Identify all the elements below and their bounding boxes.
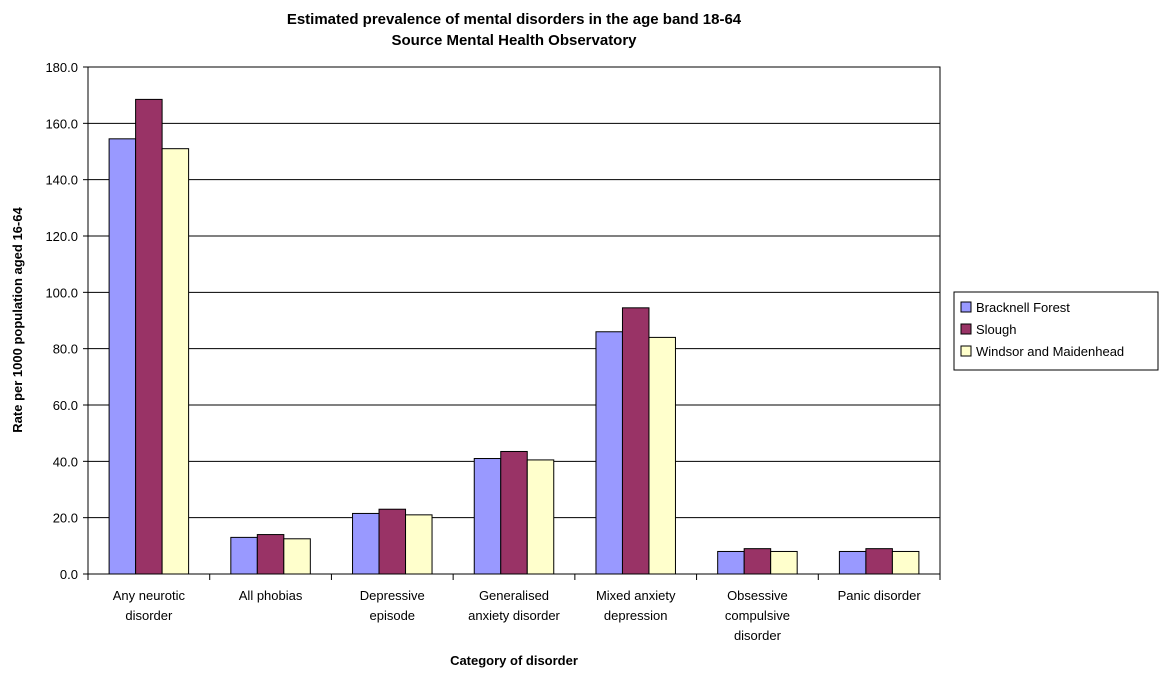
bar-windsor-and-maidenhead <box>770 550 798 575</box>
bar-slough <box>378 508 407 575</box>
bar-bracknell-forest <box>473 458 502 575</box>
legend-swatch <box>960 301 972 313</box>
bar-bracknell-forest <box>595 331 623 575</box>
bar-windsor-and-maidenhead <box>648 336 676 575</box>
y-tick-label: 140.0 <box>45 173 78 188</box>
y-tick-label: 160.0 <box>45 116 78 131</box>
chart-title: Estimated prevalence of mental disorders… <box>287 11 742 28</box>
bar-bracknell-forest <box>230 536 258 575</box>
x-axis-title: Category of disorder <box>450 653 578 668</box>
y-tick-label: 20.0 <box>53 511 78 526</box>
y-tick-label: 40.0 <box>53 454 78 469</box>
y-tick-label: 60.0 <box>53 398 78 413</box>
bar-bracknell-forest <box>352 512 380 575</box>
bar-bracknell-forest <box>717 550 745 575</box>
bar-slough <box>865 548 893 575</box>
x-category-label: Generalised anxiety disorder <box>468 588 560 623</box>
y-tick-label: 0.0 <box>60 567 78 582</box>
x-category-label: Obsessive compulsive disorder <box>725 588 790 643</box>
chart-subtitle: Source Mental Health Observatory <box>391 32 637 49</box>
plot-area: 0.0 20.0 40.0 60.0 80.0 100.0 120.0 140.0 160.0 1… <box>45 60 941 643</box>
legend-box <box>953 291 1159 371</box>
y-tick-label: 100.0 <box>45 285 78 300</box>
x-category-label: Depressive episode <box>360 588 425 623</box>
bar-windsor-and-maidenhead <box>405 514 433 575</box>
x-category-label: All phobias <box>239 588 303 603</box>
y-tick-label: 120.0 <box>45 229 78 244</box>
bar-windsor-and-maidenhead <box>526 459 555 575</box>
bar-slough <box>135 98 163 575</box>
bar-windsor-and-maidenhead <box>161 148 190 575</box>
y-tick-label: 80.0 <box>53 342 78 357</box>
bar-bracknell-forest <box>108 138 137 575</box>
bar-slough <box>256 534 285 575</box>
bar-slough <box>621 307 650 575</box>
legend-label: Windsor and Maidenhead <box>976 344 1124 359</box>
bar-slough <box>743 548 772 575</box>
y-tick-label: 180.0 <box>45 60 78 75</box>
y-axis-title: Rate per 1000 population aged 16-64 <box>10 207 25 433</box>
x-category-label: Any neurotic disorder <box>113 588 186 623</box>
legend-label: Slough <box>976 322 1016 337</box>
legend-label: Bracknell Forest <box>976 300 1070 315</box>
bar-windsor-and-maidenhead <box>283 538 311 575</box>
x-category-label: Mixed anxiety depression <box>596 588 676 623</box>
legend: Bracknell Forest Slough Windsor and Maiden… <box>953 291 1159 371</box>
bar-bracknell-forest <box>838 550 867 575</box>
x-category-label: Panic disorder <box>838 588 922 603</box>
bar-slough <box>500 450 528 575</box>
bar-windsor-and-maidenhead <box>891 550 920 575</box>
legend-swatch <box>960 345 972 357</box>
legend-swatch <box>960 323 972 335</box>
